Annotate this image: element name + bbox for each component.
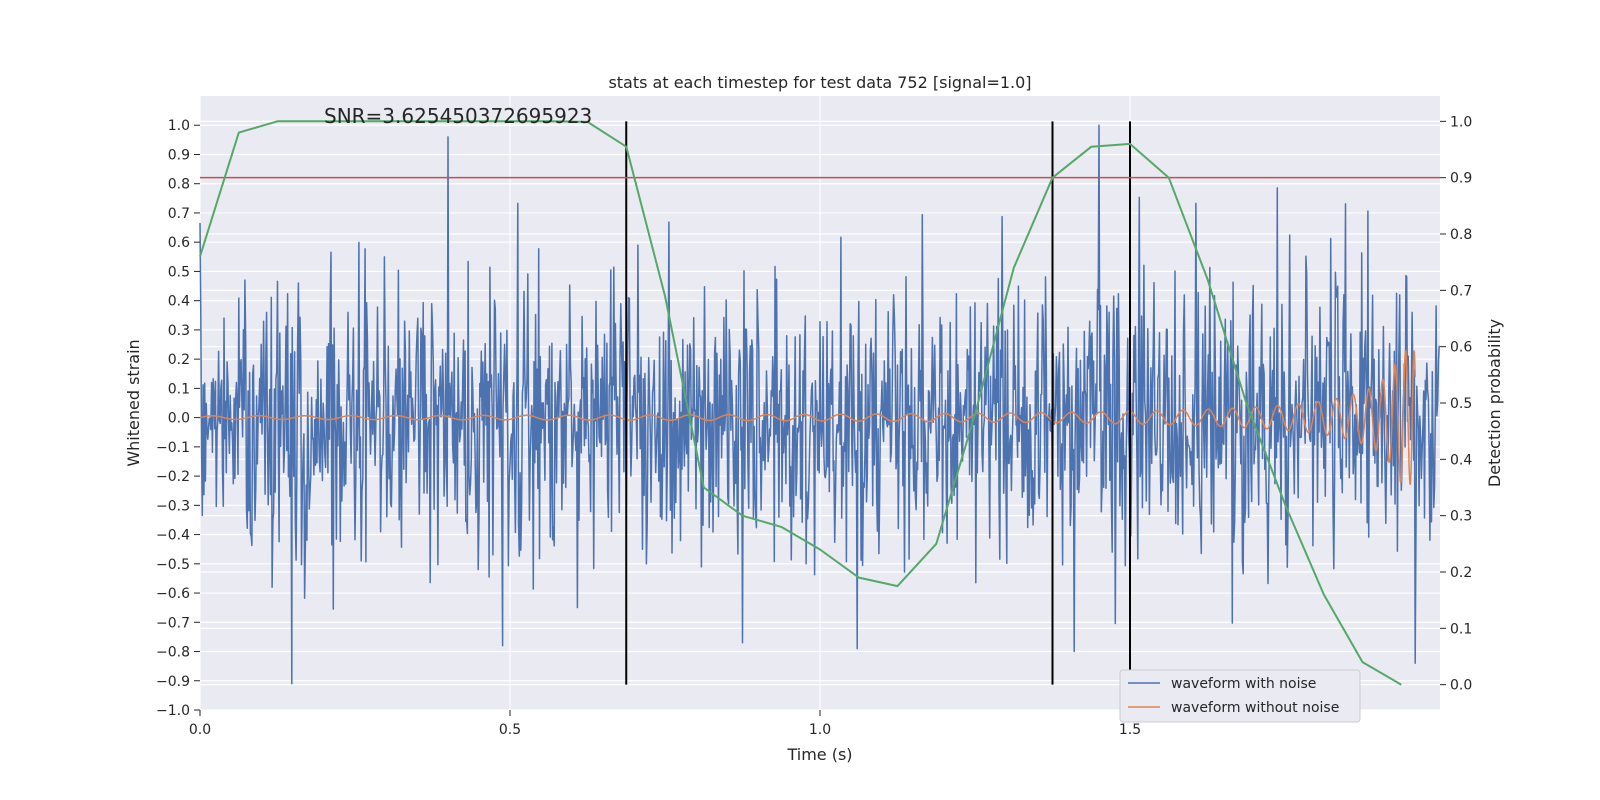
y-tick-label: −0.8	[156, 645, 190, 661]
x-tick-label: 0.5	[499, 722, 521, 738]
y-tick-label: −0.9	[156, 674, 190, 690]
legend: waveform with noise waveform without noi…	[1119, 669, 1361, 723]
y-tick-label: −0.2	[156, 469, 190, 485]
noisy-waveform-series	[199, 124, 1440, 685]
y2-axis-ticks: 0.0 0.1 0.2 0.3 0.4 0.5 0.6 0.7 0.8 0.9 1.0	[1440, 114, 1472, 694]
legend-label-noisy: waveform with noise	[1171, 676, 1316, 692]
y-tick-label: 0.5	[168, 264, 190, 280]
y-tick-label: 0.8	[168, 177, 190, 193]
y-tick-label: 0.4	[168, 294, 190, 310]
x-axis-ticks: 0.0 0.5 1.0 1.5	[189, 710, 1141, 738]
y-tick-label: −1.0	[156, 703, 190, 719]
x-axis-title: Time (s)	[786, 745, 852, 764]
y2-tick-label: 0.1	[1450, 621, 1472, 637]
y2-tick-label: 0.5	[1450, 396, 1472, 412]
snr-annotation: SNR=3.625450372695923	[324, 104, 592, 128]
y2-tick-label: 0.8	[1450, 227, 1472, 243]
y2-tick-label: 0.7	[1450, 283, 1472, 299]
y2-tick-label: 0.3	[1450, 509, 1472, 525]
y-tick-label: −0.4	[156, 528, 190, 544]
y-axis-title: Whitened strain	[124, 339, 143, 466]
y-tick-label: 0.7	[168, 206, 190, 222]
y-tick-label: 0.3	[168, 323, 190, 339]
y2-tick-label: 0.6	[1450, 340, 1472, 356]
y2-tick-label: 0.0	[1450, 678, 1472, 694]
legend-box	[1119, 669, 1361, 723]
y2-axis-title: Detection probability	[1485, 319, 1504, 487]
clean-waveform-line	[199, 350, 1416, 485]
x-tick-label: 0.0	[189, 722, 211, 738]
y-tick-label: −0.3	[156, 498, 190, 514]
y-tick-label: −0.5	[156, 557, 190, 573]
y2-tick-label: 0.9	[1450, 171, 1472, 187]
y-tick-label: 1.0	[168, 118, 190, 134]
clean-waveform-series	[199, 350, 1416, 485]
y2-tick-label: 0.2	[1450, 565, 1472, 581]
y-tick-label: −0.1	[156, 440, 190, 456]
noisy-waveform-line	[199, 124, 1440, 685]
y2-tick-label: 0.4	[1450, 452, 1472, 468]
y-tick-label: 0.2	[168, 352, 190, 368]
y-tick-label: 0.6	[168, 235, 190, 251]
legend-label-clean: waveform without noise	[1171, 700, 1339, 716]
x-tick-label: 1.0	[809, 722, 831, 738]
y-axis-ticks: −1.0 −0.9 −0.8 −0.7 −0.6 −0.5 −0.4 −0.3 −0.2 −0.1…	[156, 118, 200, 719]
y-tick-label: 0.9	[168, 147, 190, 163]
detection-probability-line	[199, 120, 1402, 686]
y2-tick-label: 1.0	[1450, 114, 1472, 130]
y-tick-label: 0.1	[168, 381, 190, 397]
overlay-marks	[199, 120, 1440, 686]
chart-title: stats at each timestep for test data 752…	[608, 73, 1031, 92]
y-tick-label: −0.6	[156, 586, 190, 602]
y-tick-label: −0.7	[156, 615, 190, 631]
x-tick-label: 1.5	[1119, 722, 1141, 738]
y-tick-label: 0.0	[168, 411, 190, 427]
